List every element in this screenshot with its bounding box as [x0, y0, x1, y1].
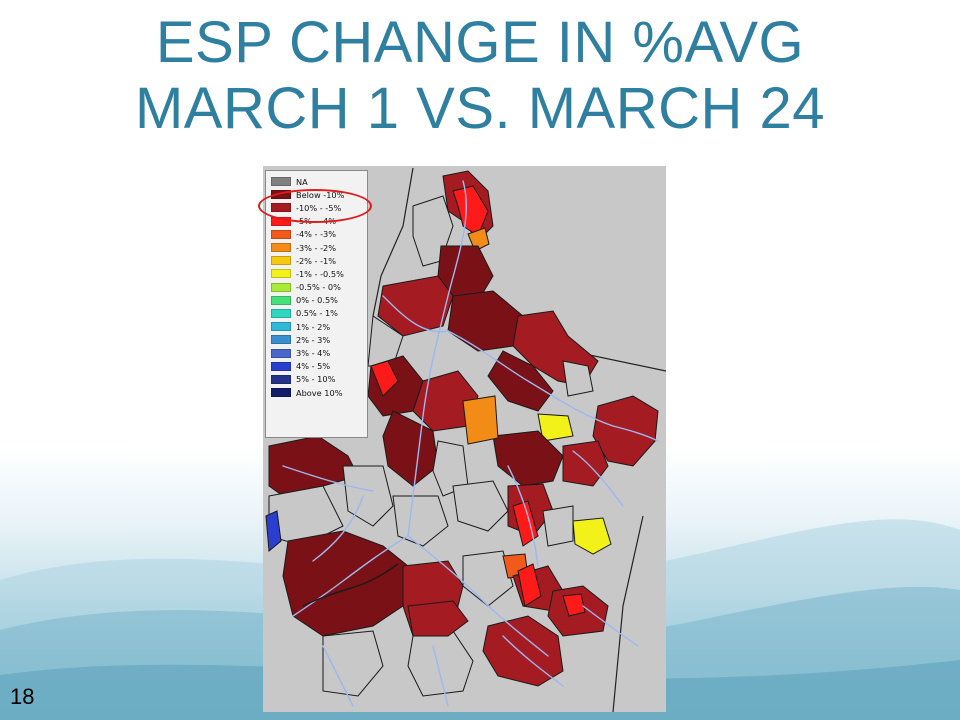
legend-label: Above 10% — [296, 387, 343, 398]
basin-region — [370, 360, 399, 397]
basin-region — [562, 360, 594, 397]
legend-swatch — [271, 295, 291, 305]
legend-item: NA — [271, 175, 367, 188]
legend-swatch — [271, 243, 291, 253]
rivers — [282, 180, 659, 707]
basin-region — [452, 480, 509, 532]
legend-item: -3% - -2% — [271, 241, 367, 254]
legend-item: -4% - -3% — [271, 228, 367, 241]
legend-item: 1% - 2% — [271, 320, 367, 333]
basin-region — [572, 517, 612, 555]
legend-swatch — [271, 282, 291, 292]
legend-item: -0.5% - 0% — [271, 281, 367, 294]
legend-highlight-oval — [258, 189, 372, 223]
basin-region — [592, 395, 659, 467]
legend-item: 2% - 3% — [271, 333, 367, 346]
basin-region — [322, 630, 384, 697]
basins — [265, 170, 659, 697]
slide-title: ESP CHANGE IN %AVG MARCH 1 VS. MARCH 24 — [0, 10, 960, 142]
basin-map — [263, 166, 666, 712]
legend-label: -3% - -2% — [296, 242, 337, 253]
legend-swatch — [271, 361, 291, 371]
reservoir-line — [302, 563, 399, 607]
basin-region — [562, 593, 586, 617]
slide-title-line-1: ESP CHANGE IN %AVG — [155, 10, 805, 75]
basin-region — [517, 563, 542, 607]
legend-swatch — [271, 308, 291, 318]
basin-region — [282, 530, 409, 637]
legend-item: 4% - 5% — [271, 360, 367, 373]
legend-label: 0.5% - 1% — [296, 308, 338, 319]
legend-label: 5% - 10% — [296, 374, 336, 385]
basin-region — [482, 615, 564, 687]
legend-label: -0.5% - 0% — [296, 282, 341, 293]
legend-item: 5% - 10% — [271, 373, 367, 386]
basin-region — [265, 510, 282, 552]
basin-region — [542, 505, 574, 547]
legend-label: 3% - 4% — [296, 348, 331, 359]
legend-item: 0% - 0.5% — [271, 294, 367, 307]
basin-region — [392, 495, 449, 547]
legend-swatch — [271, 335, 291, 345]
basin-region — [467, 227, 490, 252]
legend-label: -2% - -1% — [296, 255, 337, 266]
basin-region — [447, 290, 524, 352]
legend-label: -1% - -0.5% — [296, 268, 344, 279]
basin-region — [382, 410, 439, 487]
legend-swatch — [271, 256, 291, 266]
basin-map-svg — [265, 167, 666, 712]
basin-region — [407, 600, 469, 637]
basin-region — [377, 275, 454, 337]
legend-swatch — [271, 229, 291, 239]
legend-label: NA — [296, 176, 308, 187]
legend-label: 2% - 3% — [296, 334, 331, 345]
slide-number: 18 — [10, 684, 35, 709]
basin-region — [407, 630, 474, 697]
legend-swatch — [271, 269, 291, 279]
legend-item: 3% - 4% — [271, 346, 367, 359]
legend-item: Above 10% — [271, 386, 367, 399]
legend-swatch — [271, 374, 291, 384]
legend-label: -4% - -3% — [296, 229, 337, 240]
legend-swatch — [271, 177, 291, 187]
basin-region — [462, 395, 499, 445]
basin-region — [342, 465, 394, 527]
legend-label: 1% - 2% — [296, 321, 331, 332]
legend-item: 0.5% - 1% — [271, 307, 367, 320]
legend-item: -2% - -1% — [271, 254, 367, 267]
basin-region — [537, 413, 574, 442]
legend-swatch — [271, 322, 291, 332]
slide-title-line-2: MARCH 1 VS. MARCH 24 — [134, 76, 826, 141]
basin-region — [268, 435, 359, 497]
legend-swatch — [271, 348, 291, 358]
legend-label: 4% - 5% — [296, 361, 331, 372]
legend-item: -1% - -0.5% — [271, 267, 367, 280]
legend-label: 0% - 0.5% — [296, 295, 338, 306]
legend-swatch — [271, 388, 291, 398]
